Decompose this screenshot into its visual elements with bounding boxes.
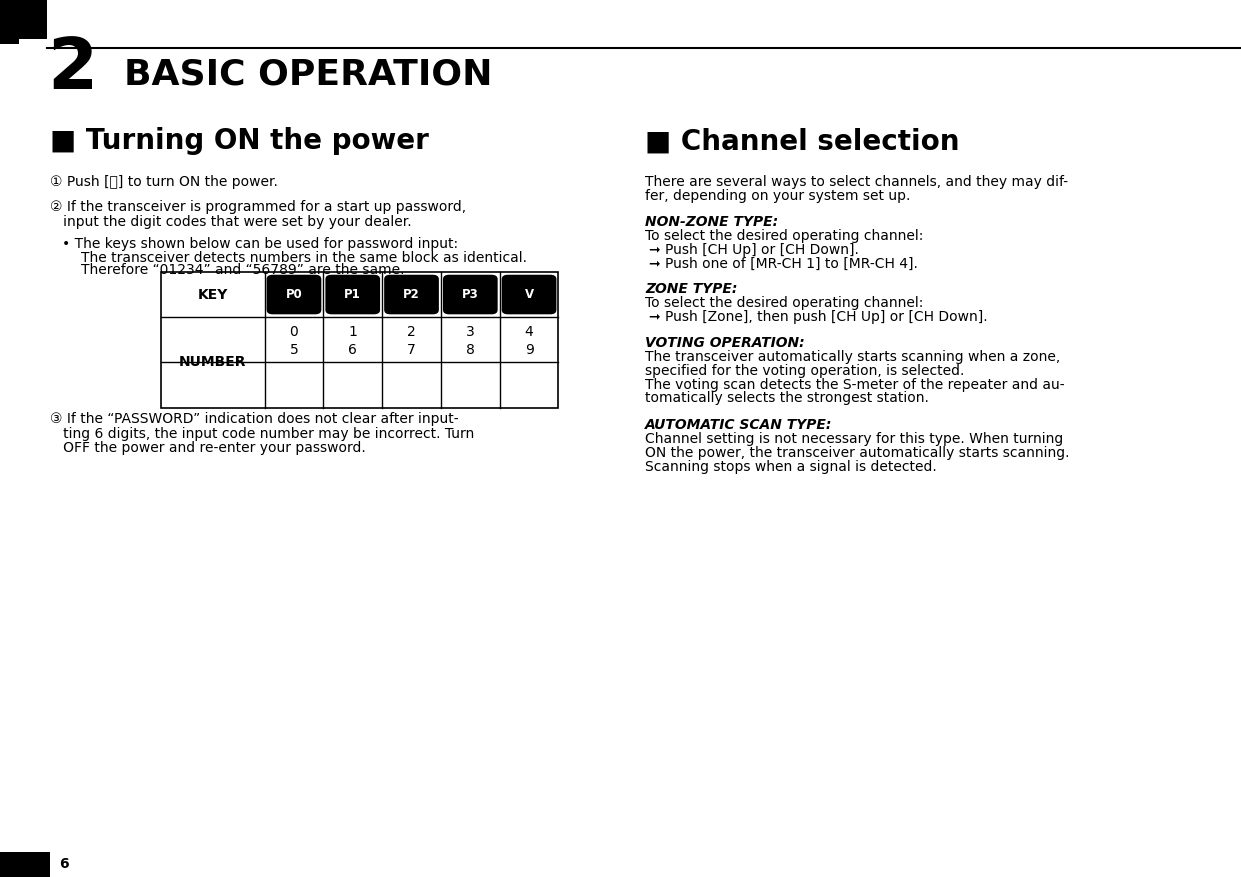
Text: The voting scan detects the S-meter of the repeater and au-: The voting scan detects the S-meter of t… <box>645 378 1065 392</box>
Text: ZONE TYPE:: ZONE TYPE: <box>645 282 737 296</box>
Text: 2: 2 <box>47 35 97 104</box>
Text: 2: 2 <box>407 324 416 339</box>
FancyBboxPatch shape <box>0 38 19 44</box>
Text: Therefore “01234” and “56789” are the same.: Therefore “01234” and “56789” are the sa… <box>81 263 405 277</box>
FancyBboxPatch shape <box>0 852 50 877</box>
Text: The transceiver detects numbers in the same block as identical.: The transceiver detects numbers in the s… <box>81 251 526 265</box>
Text: 6: 6 <box>60 857 69 871</box>
Text: BASIC OPERATION: BASIC OPERATION <box>124 57 493 91</box>
Text: V: V <box>525 288 534 301</box>
FancyBboxPatch shape <box>501 275 556 314</box>
Text: NUMBER: NUMBER <box>179 355 247 369</box>
Text: fer, depending on your system set up.: fer, depending on your system set up. <box>645 189 911 203</box>
FancyBboxPatch shape <box>385 275 439 314</box>
Text: specified for the voting operation, is selected.: specified for the voting operation, is s… <box>645 364 964 378</box>
Text: 0: 0 <box>289 324 298 339</box>
Text: KEY: KEY <box>197 288 228 302</box>
Text: NON-ZONE TYPE:: NON-ZONE TYPE: <box>645 215 778 229</box>
Text: P3: P3 <box>462 288 479 301</box>
Text: 4: 4 <box>525 324 534 339</box>
Text: Channel setting is not necessary for this type. When turning: Channel setting is not necessary for thi… <box>645 432 1064 446</box>
Text: ③ If the “PASSWORD” indication does not clear after input-: ③ If the “PASSWORD” indication does not … <box>50 412 458 426</box>
Text: 6: 6 <box>349 343 357 357</box>
Text: tomatically selects the strongest station.: tomatically selects the strongest statio… <box>645 391 930 405</box>
Text: 8: 8 <box>465 343 475 357</box>
Text: To select the desired operating channel:: To select the desired operating channel: <box>645 296 923 310</box>
Text: ➞ Push one of [MR-CH 1] to [MR-CH 4].: ➞ Push one of [MR-CH 1] to [MR-CH 4]. <box>649 257 918 271</box>
Text: P1: P1 <box>344 288 361 301</box>
Text: 1: 1 <box>349 324 357 339</box>
Text: ■ Turning ON the power: ■ Turning ON the power <box>50 127 428 155</box>
Text: 5: 5 <box>289 343 298 357</box>
FancyBboxPatch shape <box>0 0 47 39</box>
Text: ting 6 digits, the input code number may be incorrect. Turn: ting 6 digits, the input code number may… <box>50 427 474 441</box>
Text: P0: P0 <box>285 288 303 301</box>
Text: ② If the transceiver is programmed for a start up password,: ② If the transceiver is programmed for a… <box>50 200 465 214</box>
Text: • The keys shown below can be used for password input:: • The keys shown below can be used for p… <box>62 237 458 251</box>
Text: 3: 3 <box>465 324 474 339</box>
Text: ➞ Push [Zone], then push [CH Up] or [CH Down].: ➞ Push [Zone], then push [CH Up] or [CH … <box>649 310 988 324</box>
Text: ① Push [⏻] to turn ON the power.: ① Push [⏻] to turn ON the power. <box>50 175 278 189</box>
Text: ■ Channel selection: ■ Channel selection <box>645 127 959 155</box>
Text: There are several ways to select channels, and they may dif-: There are several ways to select channel… <box>645 175 1069 189</box>
Text: VOTING OPERATION:: VOTING OPERATION: <box>645 336 805 350</box>
Text: P2: P2 <box>403 288 419 301</box>
Text: 7: 7 <box>407 343 416 357</box>
Text: OFF the power and re-enter your password.: OFF the power and re-enter your password… <box>50 441 365 455</box>
Bar <box>161 272 558 408</box>
Text: To select the desired operating channel:: To select the desired operating channel: <box>645 229 923 243</box>
Text: 9: 9 <box>525 343 534 357</box>
FancyBboxPatch shape <box>325 275 380 314</box>
FancyBboxPatch shape <box>267 275 321 314</box>
Text: Scanning stops when a signal is detected.: Scanning stops when a signal is detected… <box>645 460 937 474</box>
Text: ➞ Push [CH Up] or [CH Down].: ➞ Push [CH Up] or [CH Down]. <box>649 243 859 257</box>
Text: ON the power, the transceiver automatically starts scanning.: ON the power, the transceiver automatica… <box>645 446 1070 460</box>
Text: The transceiver automatically starts scanning when a zone,: The transceiver automatically starts sca… <box>645 350 1061 364</box>
Text: AUTOMATIC SCAN TYPE:: AUTOMATIC SCAN TYPE: <box>645 418 833 432</box>
Text: input the digit codes that were set by your dealer.: input the digit codes that were set by y… <box>50 215 411 229</box>
FancyBboxPatch shape <box>443 275 498 314</box>
